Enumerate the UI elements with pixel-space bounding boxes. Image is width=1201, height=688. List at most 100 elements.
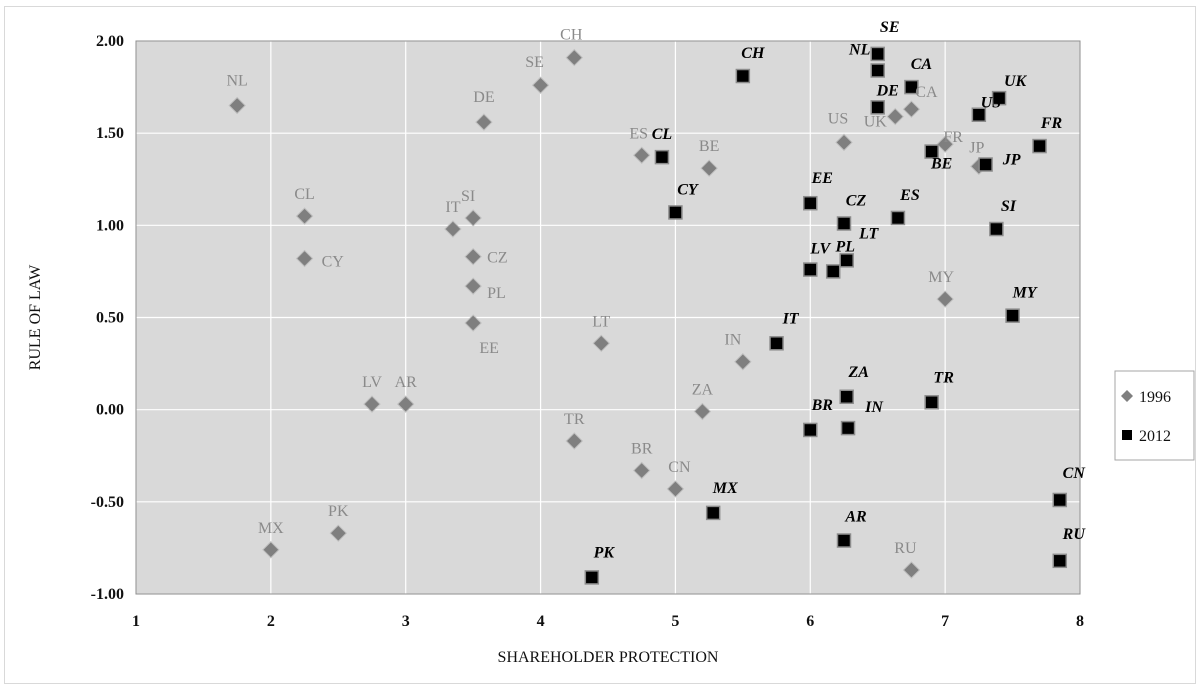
x-axis-title: SHAREHOLDER PROTECTION xyxy=(498,649,719,666)
point-2012-cy xyxy=(668,205,683,220)
y-tick-label: 0.00 xyxy=(96,402,124,419)
point-1996-de xyxy=(475,113,493,131)
label-1996-cn: CN xyxy=(668,459,691,476)
label-2012-cn: CN xyxy=(1063,465,1087,482)
x-tick-label: 7 xyxy=(941,613,949,630)
point-2012-nl xyxy=(870,63,885,78)
label-1996-es: ES xyxy=(629,125,648,142)
point-2012-de xyxy=(870,100,885,115)
label-2012-mx: MX xyxy=(712,480,738,497)
point-2012-my xyxy=(1005,308,1020,323)
point-2012-se xyxy=(870,46,885,62)
label-1996-uk: UK xyxy=(864,114,888,131)
label-1996-ch: CH xyxy=(560,27,583,44)
label-2012-us: US xyxy=(981,95,1002,112)
label-2012-in: IN xyxy=(864,399,884,416)
point-1996-be xyxy=(700,159,718,177)
label-1996-pl: PL xyxy=(487,285,506,302)
point-2012-us xyxy=(971,107,987,122)
x-tick-label: 5 xyxy=(671,613,679,630)
point-2012-it xyxy=(769,336,784,351)
plot-border xyxy=(135,40,1081,595)
label-2012-se: SE xyxy=(880,19,900,36)
x-tick-label: 3 xyxy=(402,613,410,630)
point-2012-pk xyxy=(584,570,600,585)
label-2012-ca: CA xyxy=(911,56,933,73)
label-1996-in: IN xyxy=(724,332,741,349)
label-1996-it: IT xyxy=(445,199,460,216)
point-1996-pl xyxy=(464,277,482,295)
point-1996-lv xyxy=(363,395,381,413)
label-2012-my: MY xyxy=(1012,285,1038,302)
y-tick-label: -0.50 xyxy=(91,494,124,511)
label-2012-jp: JP xyxy=(1002,152,1021,169)
label-2012-cl: CL xyxy=(652,126,673,143)
label-2012-nl: NL xyxy=(848,41,871,58)
label-1996-my: MY xyxy=(928,269,954,286)
label-2012-cy: CY xyxy=(677,181,699,198)
label-2012-lv: LV xyxy=(809,241,831,258)
label-1996-ca: CA xyxy=(915,84,938,101)
label-1996-ee: EE xyxy=(479,340,499,357)
point-2012-mx xyxy=(705,505,721,521)
point-2012-jp xyxy=(978,157,993,172)
label-2012-ee: EE xyxy=(811,170,833,187)
label-2012-pl: PL xyxy=(834,238,855,255)
x-tick-label: 1 xyxy=(132,613,140,630)
point-2012-es xyxy=(890,210,906,226)
point-1996-fr xyxy=(936,135,954,153)
point-2012-cn xyxy=(1052,492,1068,508)
point-1996-tr xyxy=(565,432,583,450)
label-1996-de: DE xyxy=(473,89,494,106)
legend-label-1996: 1996 xyxy=(1139,389,1171,406)
point-1996-za xyxy=(693,402,712,421)
point-1996-it xyxy=(444,220,462,238)
label-2012-es: ES xyxy=(899,187,920,204)
label-1996-fr: FR xyxy=(943,129,963,146)
point-1996-ru xyxy=(902,561,921,579)
point-1996-my xyxy=(936,290,954,308)
legend-box xyxy=(1114,370,1195,461)
point-1996-nl xyxy=(228,96,246,115)
y-tick-label: 1.00 xyxy=(96,217,124,234)
point-2012-lt xyxy=(839,253,854,268)
point-1996-uk xyxy=(886,107,904,126)
label-2012-de: DE xyxy=(876,82,899,99)
label-2012-lt: LT xyxy=(858,225,879,242)
point-2012-ch xyxy=(735,68,751,84)
label-1996-us: US xyxy=(828,110,848,127)
label-2012-br: BR xyxy=(811,397,834,414)
y-tick-label: -1.00 xyxy=(91,586,124,603)
x-tick-label: 8 xyxy=(1076,613,1084,630)
label-1996-si: SI xyxy=(461,188,475,205)
label-2012-it: IT xyxy=(782,310,800,327)
label-1996-ar: AR xyxy=(395,374,418,391)
label-2012-be: BE xyxy=(930,156,952,173)
point-1996-se xyxy=(531,76,550,94)
x-tick-label: 2 xyxy=(267,613,275,630)
point-2012-lv xyxy=(803,262,818,277)
point-2012-pl xyxy=(825,264,841,279)
label-1996-lv: LV xyxy=(362,374,382,391)
point-1996-cl xyxy=(295,207,314,225)
point-1996-ch xyxy=(565,48,583,67)
point-1996-ee xyxy=(464,314,482,332)
point-2012-ca xyxy=(904,79,919,95)
point-1996-cn xyxy=(666,480,685,498)
label-1996-ru: RU xyxy=(894,540,917,557)
y-tick-label: 1.50 xyxy=(96,125,124,142)
label-1996-br: BR xyxy=(631,440,653,457)
label-2012-ch: CH xyxy=(741,45,765,62)
point-1996-es xyxy=(633,146,651,164)
label-1996-cz: CZ xyxy=(487,250,507,267)
label-1996-jp: JP xyxy=(969,139,984,156)
point-1996-br xyxy=(633,461,651,480)
label-1996-tr: TR xyxy=(564,411,585,428)
point-1996-cz xyxy=(464,247,482,266)
point-2012-uk xyxy=(991,90,1007,106)
point-2012-ar xyxy=(836,533,852,548)
label-2012-za: ZA xyxy=(847,364,869,381)
y-tick-label: 0.50 xyxy=(96,310,124,327)
point-1996-us xyxy=(835,133,853,152)
